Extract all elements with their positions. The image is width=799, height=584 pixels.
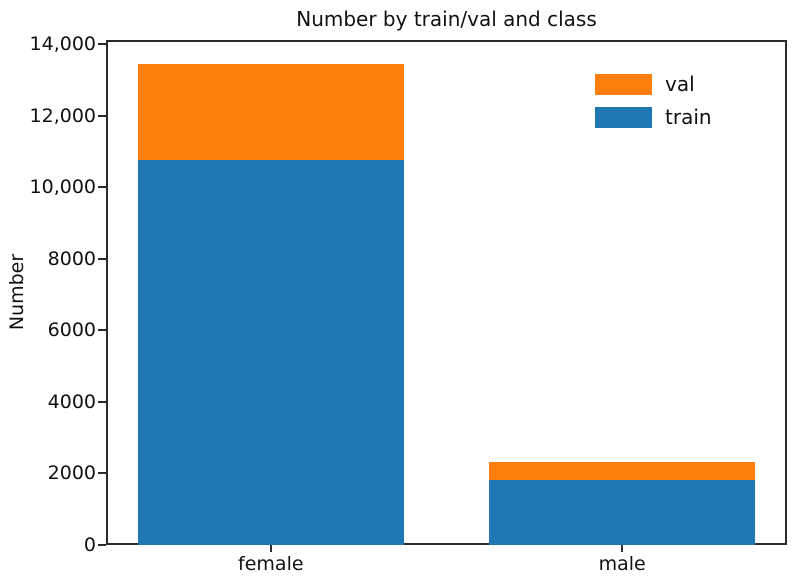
- y-tick-label: 14,000: [29, 33, 96, 56]
- y-tick-label: 12,000: [29, 104, 96, 127]
- legend-swatch-val: [595, 73, 652, 95]
- x-tick-mark: [269, 545, 272, 552]
- legend-entry-val: val: [595, 73, 712, 95]
- x-tick-mark: [621, 545, 624, 552]
- y-tick-label: 6000: [47, 319, 96, 342]
- y-tick-label: 10,000: [29, 176, 96, 199]
- y-tick-label: 4000: [47, 390, 96, 413]
- legend-swatch-train: [595, 106, 652, 128]
- bar-segment-val-male: [489, 462, 755, 480]
- y-tick-mark: [98, 544, 106, 546]
- y-tick-mark: [98, 472, 106, 475]
- x-tick-label: female: [238, 553, 304, 575]
- y-tick-mark: [98, 186, 106, 189]
- legend-label: train: [665, 105, 712, 129]
- legend-entry-train: train: [595, 106, 712, 128]
- y-tick-mark: [98, 329, 106, 332]
- bar-segment-train-male: [489, 479, 755, 545]
- y-tick-label: 0: [83, 534, 96, 556]
- bar-segment-val-female: [138, 63, 404, 160]
- y-tick-mark: [98, 257, 106, 260]
- legend-label: val: [665, 72, 695, 96]
- y-tick-label: 2000: [47, 462, 96, 485]
- bar-segment-train-female: [138, 159, 404, 545]
- y-tick-mark: [98, 43, 106, 46]
- chart-title: Number by train/val and class: [296, 7, 597, 31]
- legend: val train: [595, 73, 712, 128]
- x-tick-label: male: [598, 553, 646, 575]
- y-tick-mark: [98, 114, 106, 117]
- y-tick-label: 8000: [47, 247, 96, 270]
- y-tick-mark: [98, 400, 106, 403]
- y-axis-label: Number: [6, 253, 28, 331]
